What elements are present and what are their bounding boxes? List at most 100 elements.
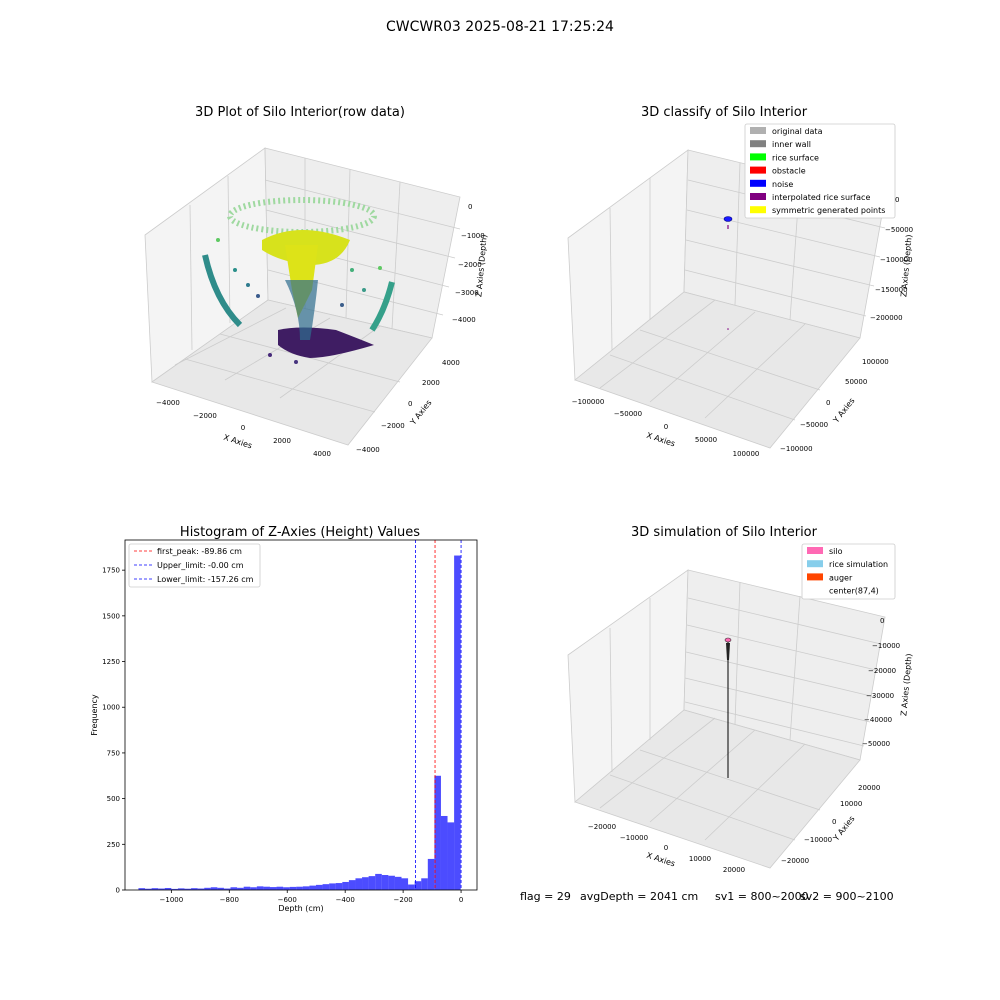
simulation-grid-line — [599, 717, 716, 809]
simulation-ztick: −20000 — [868, 667, 896, 675]
histogram-bar — [427, 858, 435, 890]
histogram-bar — [414, 881, 422, 890]
histogram-bar — [283, 887, 290, 890]
simulation-grid-line — [684, 677, 871, 723]
legend-swatch — [750, 127, 766, 134]
classify-grid-line — [685, 239, 875, 287]
simulation-grid-line — [734, 581, 741, 725]
histogram-bar — [348, 880, 356, 890]
histogram-bar — [335, 883, 343, 890]
legend-swatch — [750, 140, 766, 148]
classify-ytick: 100000 — [862, 358, 889, 366]
classify-ytick: −50000 — [800, 421, 828, 429]
simulation-xtick: 20000 — [723, 866, 745, 874]
histogram-bar — [250, 887, 257, 890]
histogram-xtick-label: 0 — [459, 896, 463, 904]
classify-xtick: 50000 — [695, 436, 717, 444]
histogram-bar — [381, 875, 389, 890]
histogram-bar — [368, 876, 376, 890]
simulation-ztick: 0 — [880, 617, 884, 625]
legend-label: symmetric generated points — [772, 206, 885, 215]
legend-label: original data — [772, 127, 823, 136]
histogram-bar — [177, 888, 185, 890]
raw-point — [256, 294, 260, 298]
histogram-legend: first_peak: -89.86 cm Upper_limit: -0.00 … — [128, 543, 261, 588]
classify-point-cluster — [723, 216, 733, 222]
panel-raw-title: 3D Plot of Silo Interior(row data) — [195, 105, 405, 120]
histogram-legend-label: Lower_limit: -157.26 cm — [157, 575, 254, 584]
legend-label: inner wall — [772, 140, 811, 149]
simulation-ztick: −50000 — [862, 740, 890, 748]
histogram-bar — [394, 876, 402, 890]
legend-swatch — [807, 547, 823, 554]
histogram-bar — [440, 815, 448, 890]
raw-grid-line — [391, 181, 401, 330]
legend-label: rice surface — [772, 153, 819, 162]
raw-ytick: 0 — [408, 400, 412, 408]
simulation-grid-line — [639, 749, 821, 811]
simulation-xtick: 10000 — [689, 855, 711, 863]
histogram-bar — [230, 887, 238, 890]
histogram-bar — [145, 888, 152, 890]
simulation-grid-line — [686, 624, 881, 672]
histogram-ytick-label: 1750 — [102, 567, 120, 575]
histogram-bar — [191, 888, 198, 890]
raw-zlabel: Z Axies (Depth) — [474, 234, 488, 297]
classify-ytick: −100000 — [780, 445, 813, 453]
histogram-bar — [309, 885, 317, 890]
histogram-bar — [421, 878, 428, 890]
histogram-bar — [204, 887, 211, 890]
legend-label: noise — [772, 180, 793, 189]
legend-swatch — [807, 560, 823, 568]
classify-axis-ticks: −100000 −50000 0 50000 100000 X Axies −1… — [572, 196, 914, 458]
histogram-bar — [434, 775, 441, 890]
classify-ytick: 0 — [826, 399, 830, 407]
classify-ztick: 0 — [895, 196, 899, 204]
raw-grid-line — [174, 307, 287, 366]
raw-teal-column — [285, 280, 318, 340]
histogram-bar — [197, 888, 205, 890]
panel-classify-title: 3D classify of Silo Interior — [641, 105, 808, 120]
legend-label: obstacle — [772, 167, 806, 176]
simulation-xtick: −20000 — [588, 823, 616, 831]
classify-xtick: −50000 — [614, 410, 642, 418]
simulation-legend: silo rice simulation auger center(87,4) — [801, 543, 896, 600]
histogram-bar — [269, 887, 277, 890]
raw-ztick: −4000 — [452, 316, 476, 324]
simulation-zlabel: Z Axies (Depth) — [899, 653, 913, 716]
histogram-xticks: −1000 −800 −600 −400 −200 0 — [160, 890, 463, 904]
raw-point — [350, 268, 354, 272]
classify-grid-line — [686, 209, 881, 258]
footer-flag: flag = 29 — [520, 890, 571, 903]
raw-xtick: 4000 — [313, 450, 331, 458]
classify-ztick: −50000 — [885, 226, 913, 234]
histogram-ytick-label: 1250 — [102, 658, 120, 666]
raw-xtick: 2000 — [273, 437, 291, 445]
panel-simulation-title: 3D simulation of Silo Interior — [631, 525, 818, 540]
histogram-bar — [454, 555, 461, 890]
simulation-ztick: −40000 — [864, 716, 892, 724]
simulation-grid-line — [609, 627, 613, 773]
raw-ztick: −1000 — [461, 232, 485, 240]
legend-swatch — [807, 573, 823, 581]
histogram-legend-label: first_peak: -89.86 cm — [157, 547, 242, 556]
footer-avg-depth: avgDepth = 2041 cm — [580, 890, 698, 903]
raw-ztick: 0 — [468, 203, 472, 211]
footer-sv2: sv2 = 900~2100 — [800, 890, 894, 903]
raw-xlabel: X Axies — [222, 433, 253, 451]
legend-swatch — [807, 586, 823, 594]
histogram-bar — [164, 887, 172, 890]
simulation-3d-axes-box — [567, 569, 886, 869]
raw-left-wall-arc — [202, 254, 243, 328]
histogram-bar — [237, 887, 244, 890]
classify-xtick: −100000 — [572, 398, 605, 406]
histogram-bar — [447, 822, 455, 890]
legend-label: rice simulation — [829, 560, 888, 569]
histogram-bar — [158, 888, 165, 890]
legend-swatch — [750, 153, 766, 161]
histogram-bar — [138, 888, 146, 890]
histogram-legend-label: Upper_limit: -0.00 cm — [157, 561, 244, 570]
raw-ytick: 2000 — [422, 379, 440, 387]
legend-swatch — [750, 179, 766, 187]
